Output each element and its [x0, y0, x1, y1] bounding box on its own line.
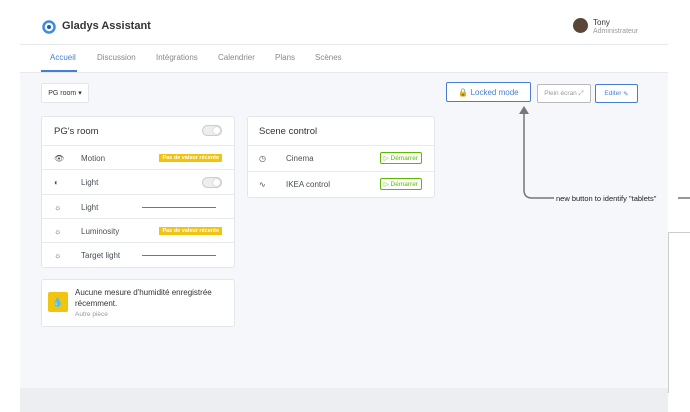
room-select[interactable]: PG room ▾ [41, 83, 89, 103]
device-row: 👁 Motion Pas de valeur récente [42, 145, 234, 170]
scene-row: ◷ Cinema ▷ Démarrer [248, 145, 434, 170]
slider[interactable] [142, 206, 216, 208]
side-panel [668, 232, 690, 393]
footer-strip [20, 388, 668, 412]
start-button[interactable]: ▷ Démarrer [379, 178, 422, 190]
annotation-text: new button to identify "tablets" [556, 194, 657, 203]
toggle[interactable] [202, 176, 222, 188]
room-select-label: PG room [48, 89, 77, 97]
nav-item[interactable]: Intégrations [156, 53, 198, 62]
edit-label: Editer [604, 90, 622, 97]
row-label: Cinema [286, 153, 314, 163]
start-label: Démarrer [390, 181, 418, 188]
status-badge: Pas de valeur récente [159, 154, 222, 162]
nav-item[interactable]: Calendrier [218, 53, 255, 62]
nav-item[interactable]: Scènes [315, 53, 342, 62]
humidity-message: Aucune mesure d'humidité enregistrée réc… [75, 288, 212, 308]
row-label: Luminosity [81, 226, 120, 236]
room-card: PG's room 👁 Motion Pas de valeur récente ◐… [41, 116, 235, 268]
user-name[interactable]: Tony [593, 18, 610, 27]
scene-row: ∿ IKEA control ▷ Démarrer [248, 171, 434, 196]
fullscreen-button[interactable]: Plein écran ⤢ [537, 84, 591, 103]
brand: Gladys Assistant [62, 20, 151, 32]
locked-mode-button[interactable]: 🔒 Locked mode [446, 82, 531, 102]
slider[interactable] [142, 254, 216, 256]
row-label: Light [81, 177, 99, 187]
card-title: Scene control [259, 126, 318, 137]
toggle[interactable] [202, 125, 222, 136]
device-row: ☼ Target light [42, 242, 234, 267]
user-role: Administrateur [593, 28, 639, 35]
nav-item[interactable]: Accueil [50, 53, 76, 62]
header: Gladys Assistant Tony Administrateur [20, 10, 668, 45]
logo [42, 20, 56, 34]
device-row: ☼ Light [42, 194, 234, 219]
device-row: ☼ Luminosity Pas de valeur récente [42, 218, 234, 243]
row-label: Target light [81, 250, 121, 260]
nav-item[interactable]: Plans [275, 53, 296, 62]
status-badge: Pas de valeur récente [159, 227, 222, 235]
locked-mode-label: Locked mode [470, 87, 519, 97]
device-row: ◐ Light [42, 169, 234, 194]
row-label: Light [81, 202, 99, 212]
scene-card: Scene control ◷ Cinema ▷ Démarrer ∿ IKEA co… [247, 116, 435, 198]
humidity-room: Autre pièce [75, 311, 108, 318]
row-label: Motion [81, 153, 106, 163]
edit-button[interactable]: Editer ✎ [595, 84, 638, 103]
nav-bar [20, 45, 668, 73]
humidity-icon: 💧 [48, 292, 68, 312]
nav-item[interactable]: Discussion [97, 53, 136, 62]
start-button[interactable]: ▷ Démarrer [379, 152, 422, 164]
avatar[interactable] [573, 18, 588, 33]
active-underline [41, 70, 77, 72]
humidity-card: 💧 Aucune mesure d'humidité enregistrée r… [41, 279, 235, 327]
fullscreen-label: Plein écran [544, 90, 577, 97]
row-label: IKEA control [286, 179, 331, 189]
card-title: PG's room [54, 126, 99, 137]
start-label: Démarrer [390, 155, 418, 162]
